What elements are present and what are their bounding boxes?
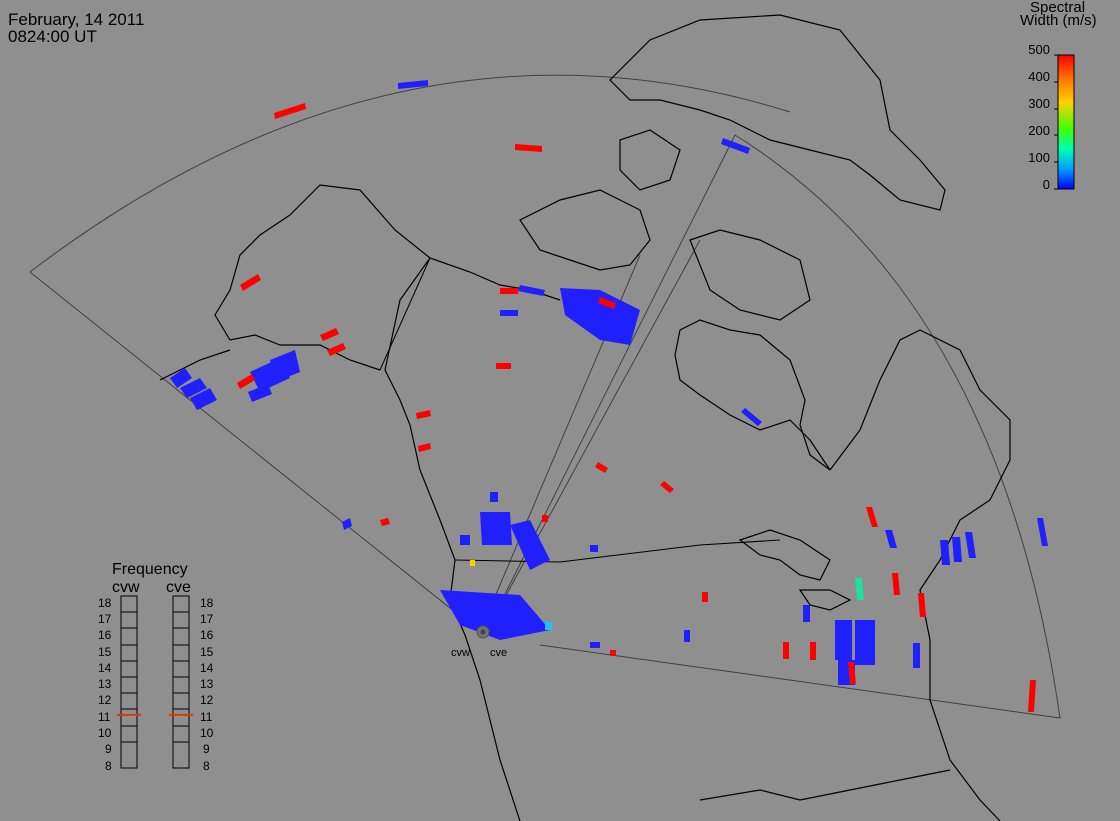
colorbar-tick: 0 (1042, 177, 1050, 192)
colorbar (1057, 54, 1075, 190)
freq-tick-left: 10 (98, 726, 112, 740)
colorbar-tick: 400 (1028, 69, 1050, 84)
colorbar-tick: 200 (1028, 123, 1050, 138)
colorbar-tick: 100 (1028, 150, 1050, 165)
freq-tick-right: 13 (200, 677, 214, 691)
freq-tick-left: 9 (105, 742, 112, 756)
radar-backscatter (170, 80, 1048, 712)
fov-cve (485, 134, 1061, 719)
freq-tick-left: 15 (98, 645, 112, 659)
freq-tick-right: 11 (200, 710, 213, 724)
date-label: February, 14 2011 (8, 10, 145, 29)
radar-sites (476, 625, 490, 639)
freq-tick-left: 11 (98, 710, 111, 724)
freq-tick-right: 15 (200, 645, 214, 659)
site-label-cvw: cvw (451, 647, 470, 659)
borders (379, 257, 781, 563)
freq-tick-right: 12 (200, 693, 214, 707)
freq-tick-right: 9 (203, 742, 210, 756)
coastlines (159, 14, 1011, 821)
freq-tick-right: 18 (200, 596, 214, 610)
frequency-radar-cvw: cvw (112, 579, 140, 596)
frequency-scales (117, 595, 193, 769)
colorbar-title: Spectral (1030, 0, 1086, 16)
freq-tick-left: 12 (98, 693, 112, 707)
freq-tick-left: 17 (98, 612, 112, 626)
radar-fov (29, 74, 1061, 719)
time-label: 0824:00 UT (8, 27, 97, 46)
freq-tick-right: 10 (200, 726, 214, 740)
frequency-radar-cve: cve (166, 579, 191, 596)
freq-tick-right: 8 (203, 759, 210, 773)
freq-tick-left: 8 (105, 759, 112, 773)
site-label-cve: cve (490, 647, 508, 659)
freq-tick-right: 14 (200, 661, 214, 675)
colorbar-tick: 500 (1028, 42, 1050, 57)
freq-tick-left: 14 (98, 661, 112, 675)
colorbar-units: Width (m/s) (1020, 12, 1097, 29)
frequency-title: Frequency (112, 561, 188, 578)
freq-tick-left: 16 (98, 628, 112, 642)
freq-tick-left: 13 (98, 677, 112, 691)
colorbar-tick: 300 (1028, 96, 1050, 111)
freq-tick-left: 18 (98, 596, 112, 610)
freq-tick-right: 16 (200, 628, 214, 642)
freq-tick-right: 17 (200, 612, 214, 626)
fov-cvw (29, 74, 791, 633)
